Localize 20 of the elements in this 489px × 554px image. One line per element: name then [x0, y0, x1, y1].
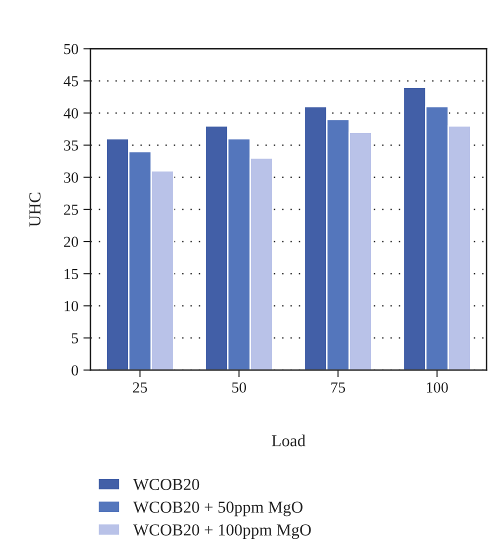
y-tick-label: 20	[64, 236, 78, 247]
x-tick-label: 100	[426, 382, 448, 393]
y-tick-label: 50	[64, 44, 78, 54]
y-tick-label: 5	[72, 333, 78, 344]
y-tick-label: 45	[64, 76, 78, 86]
y-tick-label: 25	[64, 204, 78, 215]
x-tick-label: 25	[133, 382, 148, 393]
y-tick-label: 35	[64, 140, 78, 151]
y-tick-label: 15	[64, 268, 78, 280]
y-tick-label: 10	[64, 300, 78, 312]
y-tick-label: 40	[64, 108, 78, 118]
y-tick-label: 0	[72, 365, 78, 376]
legend-label: WCOB20 + 50ppm MgO	[133, 502, 302, 516]
legend-label: WCOB20	[133, 478, 200, 490]
x-axis-title: Load	[272, 434, 306, 446]
legend-label: WCOB20 + 100ppm MgO	[133, 524, 311, 539]
x-tick-label: 75	[331, 382, 346, 393]
x-tick-label: 50	[232, 382, 246, 393]
y-tick-label: 30	[64, 172, 78, 183]
y-axis-title: UHC	[29, 192, 41, 227]
